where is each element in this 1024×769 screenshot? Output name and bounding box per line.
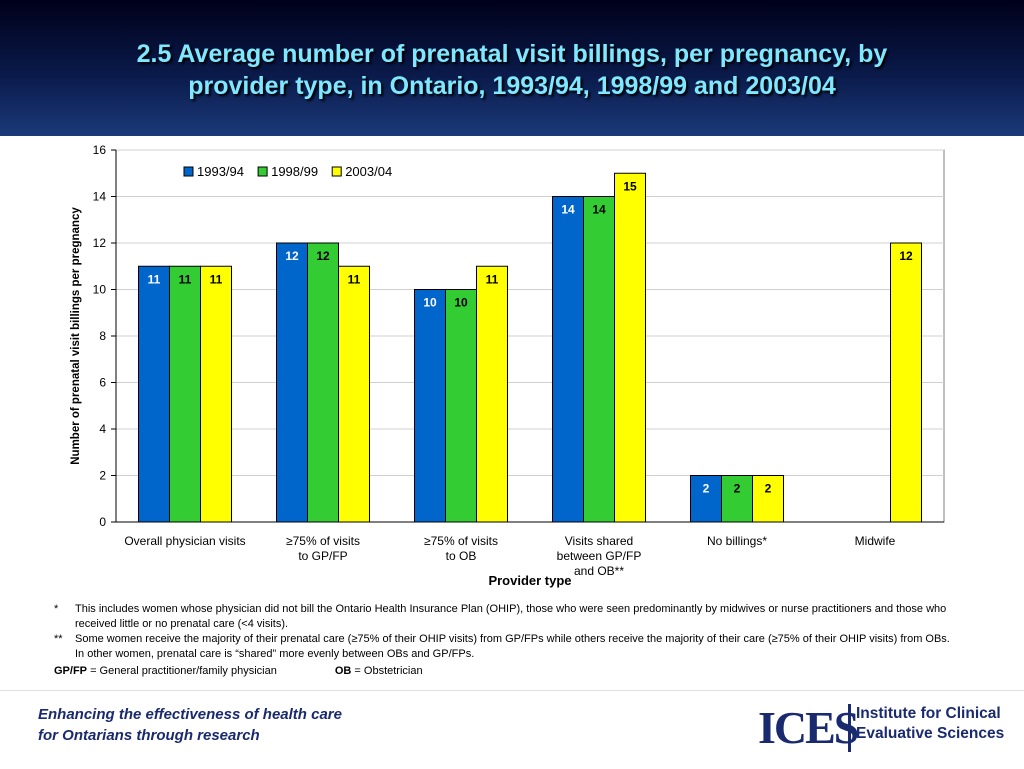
y-tick-label: 8 — [99, 329, 106, 343]
y-axis-title: Number of prenatal visit billings per pr… — [70, 207, 82, 465]
x-tick-label: ≥75% of visits — [286, 534, 360, 548]
logo-mark: ICES — [758, 702, 859, 753]
bar — [169, 265, 201, 523]
x-tick-label: Midwife — [855, 534, 896, 548]
chart-container: 0 2 4 6 8 10 12 14 16 11 11 11 Overall physician vis… — [0, 136, 1024, 592]
bar-value-label: 2 — [734, 482, 741, 496]
bar — [552, 196, 584, 523]
footnote-star-mark: * — [54, 603, 59, 615]
bar-value-label: 11 — [486, 272, 499, 286]
footnote-double-star-text: Some women receive the majority of their… — [75, 633, 950, 660]
abbreviation-definitions: GP/FP = General practitioner/family phys… — [54, 664, 954, 679]
bar-value-label: 12 — [285, 249, 299, 263]
logo-text: Institute for Clinical Evaluative Scienc… — [856, 704, 1004, 744]
bar-value-label: 10 — [423, 296, 437, 310]
bar — [614, 172, 646, 523]
bar-value-label: 14 — [592, 203, 606, 217]
bar-value-label: 11 — [348, 272, 361, 286]
legend-label: 1993/94 — [197, 164, 244, 179]
bar-value-label: 2 — [765, 482, 772, 496]
ob-definition: = Obstetrician — [351, 665, 423, 677]
page-title: 2.5 Average number of prenatal visit bil… — [40, 38, 984, 102]
bar — [200, 265, 232, 523]
bar — [445, 289, 477, 523]
bar-value-label: 11 — [179, 272, 192, 286]
bar-value-label: 2 — [703, 482, 710, 496]
footnote-star-text: This includes women whose physician did … — [75, 603, 947, 630]
bar-chart: 0 2 4 6 8 10 12 14 16 11 11 11 Overall physician vis… — [70, 143, 945, 588]
logo-divider — [848, 704, 851, 752]
y-tick-label: 14 — [93, 190, 107, 204]
bar — [690, 475, 722, 523]
bar — [721, 475, 753, 523]
x-tick-label: Visits shared — [565, 534, 633, 548]
y-tick-label: 2 — [99, 469, 106, 483]
bar — [414, 289, 446, 523]
footer — [0, 690, 1024, 769]
y-tick-label: 6 — [99, 376, 106, 390]
x-axis-title: Provider type — [488, 573, 571, 588]
x-tick-label: ≥75% of visits — [424, 534, 498, 548]
footnote-double-star-mark: ** — [54, 633, 63, 645]
bar — [307, 242, 339, 523]
logo-line-2: Evaluative Sciences — [856, 725, 1005, 742]
legend-swatch — [257, 166, 268, 177]
bar — [338, 265, 370, 523]
bar-value-label: 15 — [623, 179, 637, 193]
footnote-double-star: ** Some women receive the majority of th… — [54, 632, 954, 662]
bar — [476, 265, 508, 523]
bar — [583, 196, 615, 523]
gpfp-definition: = General practitioner/family physician — [87, 665, 277, 677]
tagline-line-1: Enhancing the effectiveness of health ca… — [38, 706, 342, 723]
legend-swatch — [183, 166, 194, 177]
bar-value-label: 10 — [454, 296, 468, 310]
title-line-2: provider type, in Ontario, 1993/94, 1998… — [188, 72, 836, 100]
footnote-star: * This includes women whose physician di… — [54, 602, 954, 632]
x-tick-label: to OB — [446, 549, 477, 563]
bar — [890, 242, 922, 523]
gpfp-abbr: GP/FP — [54, 665, 88, 677]
x-tick-label: between GP/FP — [557, 549, 642, 563]
x-tick-label: No billings* — [707, 534, 767, 548]
bar — [752, 475, 784, 523]
y-tick-label: 4 — [99, 422, 106, 436]
bar — [276, 242, 308, 523]
title-line-1: 2.5 Average number of prenatal visit bil… — [136, 40, 888, 68]
tagline-line-2: for Ontarians through research — [38, 727, 260, 744]
y-tick-label: 0 — [99, 515, 106, 529]
x-tick-label: and OB** — [574, 564, 624, 578]
y-tick-label: 12 — [93, 236, 107, 250]
bar-value-label: 11 — [148, 272, 161, 286]
y-tick-label: 16 — [93, 143, 107, 157]
footer-tagline: Enhancing the effectiveness of health ca… — [38, 704, 342, 746]
legend-label: 1998/99 — [271, 164, 318, 179]
legend-label: 2003/04 — [345, 164, 392, 179]
y-tick-label: 10 — [93, 283, 107, 297]
bar-value-label: 14 — [561, 203, 575, 217]
header-banner: 2.5 Average number of prenatal visit bil… — [0, 0, 1024, 136]
bar-value-label: 12 — [899, 249, 913, 263]
x-tick-label: to GP/FP — [298, 549, 347, 563]
legend-swatch — [331, 166, 342, 177]
x-tick-label: Overall physician visits — [124, 534, 245, 548]
footnotes: * This includes women whose physician di… — [54, 602, 954, 679]
ices-logo: ICES Institute for Clinical Evaluative S… — [758, 700, 1008, 756]
ob-abbr: OB — [334, 665, 352, 677]
logo-line-1: Institute for Clinical — [856, 705, 1001, 722]
bar — [138, 265, 170, 523]
bar-value-label: 11 — [210, 272, 223, 286]
bar-value-label: 12 — [316, 249, 330, 263]
